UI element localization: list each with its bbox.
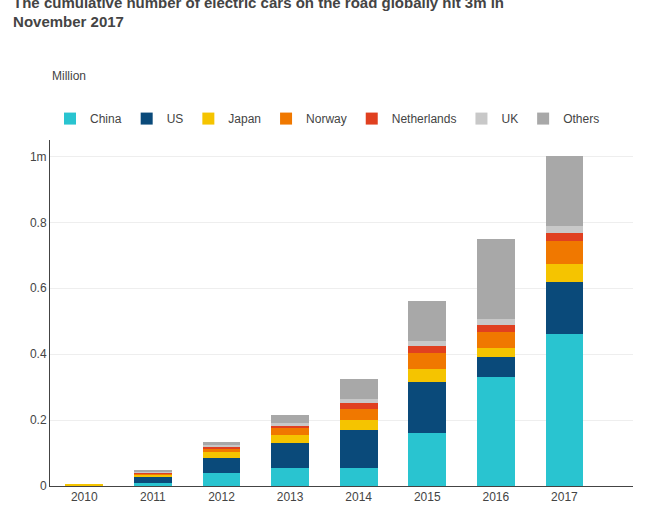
svg-text:2010: 2010 (71, 490, 98, 504)
svg-text:Japan: Japan (228, 112, 261, 126)
svg-text:Others: Others (563, 112, 599, 126)
svg-text:2016: 2016 (482, 490, 509, 504)
svg-text:Netherlands: Netherlands (392, 112, 457, 126)
svg-text:0.4: 0.4 (30, 347, 47, 361)
svg-text:0.6: 0.6 (30, 281, 47, 295)
svg-text:2013: 2013 (277, 490, 304, 504)
svg-text:Norway: Norway (306, 112, 347, 126)
svg-text:US: US (167, 112, 184, 126)
svg-text:2011: 2011 (140, 490, 166, 504)
svg-text:Million: Million (52, 69, 86, 83)
svg-text:0.2: 0.2 (30, 413, 47, 427)
svg-text:China: China (90, 112, 122, 126)
svg-text:UK: UK (501, 112, 518, 126)
svg-text:2014: 2014 (345, 490, 372, 504)
svg-text:2017: 2017 (551, 490, 578, 504)
svg-text:0.8: 0.8 (30, 216, 47, 230)
svg-text:The cumulative number of elect: The cumulative number of electric cars o… (13, 0, 504, 30)
svg-text:1m: 1m (30, 150, 47, 164)
svg-text:2015: 2015 (414, 490, 441, 504)
svg-text:0: 0 (40, 479, 47, 493)
svg-text:2012: 2012 (208, 490, 235, 504)
